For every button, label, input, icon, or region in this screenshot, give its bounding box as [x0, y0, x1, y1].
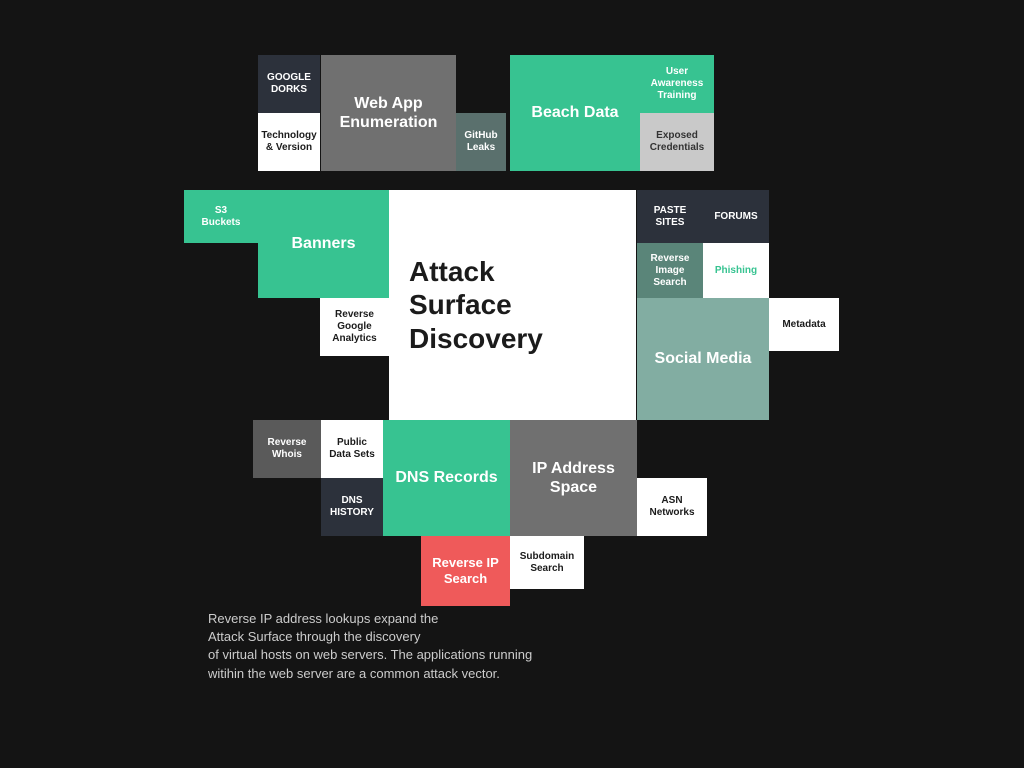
tile-ip-address-space: IP AddressSpace: [510, 420, 637, 536]
tile-google-dorks: GOOGLEDORKS: [258, 55, 320, 113]
tile-dns-records: DNS Records: [383, 420, 510, 536]
tile-label: GOOGLEDORKS: [267, 72, 311, 96]
tile-web-app-enumeration: Web AppEnumeration: [321, 55, 456, 171]
diagram-caption: Reverse IP address lookups expand theAtt…: [208, 610, 618, 683]
tile-social-media: Social Media: [637, 298, 769, 420]
tile-label: IP AddressSpace: [532, 459, 615, 497]
tile-dns-history: DNSHISTORY: [321, 478, 383, 536]
tile-asn-networks: ASNNetworks: [637, 478, 707, 536]
tile-s3-buckets: S3Buckets: [184, 190, 258, 243]
tile-banners: Banners: [258, 190, 389, 298]
tile-label: Metadata: [782, 319, 825, 331]
tile-label: Reverse IPSearch: [432, 555, 499, 586]
tile-label: Web AppEnumeration: [340, 94, 438, 132]
tile-paste-sites: PASTESITES: [637, 190, 703, 243]
tile-label: ExposedCredentials: [650, 130, 704, 154]
tile-label: GitHubLeaks: [464, 130, 497, 154]
tile-label: ReverseGoogleAnalytics: [332, 309, 376, 345]
tile-label: Technology& Version: [261, 130, 316, 154]
tile-label: SubdomainSearch: [520, 551, 574, 575]
tile-label: PublicData Sets: [329, 437, 375, 461]
tile-label: Beach Data: [531, 103, 618, 122]
tile-reverse-whois: ReverseWhois: [253, 420, 321, 478]
tile-subdomain-search: SubdomainSearch: [510, 536, 584, 589]
tile-reverse-google-analytics: ReverseGoogleAnalytics: [320, 298, 389, 356]
tile-label: Banners: [291, 234, 355, 253]
tile-metadata: Metadata: [769, 298, 839, 351]
tile-reverse-ip-search: Reverse IPSearch: [421, 536, 510, 606]
tile-beach-data: Beach Data: [510, 55, 640, 171]
tile-label: ASNNetworks: [649, 495, 694, 519]
tile-public-data-sets: PublicData Sets: [321, 420, 383, 478]
tile-label: AttackSurfaceDiscovery: [409, 255, 543, 356]
tile-user-awareness-training: UserAwarenessTraining: [640, 55, 714, 113]
tile-reverse-image-search: ReverseImageSearch: [637, 243, 703, 298]
tile-label: Phishing: [715, 265, 757, 277]
tile-label: DNSHISTORY: [330, 495, 374, 519]
tile-attack-surface-discovery: AttackSurfaceDiscovery: [389, 190, 636, 420]
tile-forums: FORUMS: [703, 190, 769, 243]
tile-github-leaks: GitHubLeaks: [456, 113, 506, 171]
tile-label: Social Media: [655, 349, 752, 368]
tile-exposed-credentials: ExposedCredentials: [640, 113, 714, 171]
tile-label: DNS Records: [395, 468, 497, 487]
tile-label: PASTESITES: [654, 205, 687, 229]
tile-label: ReverseImageSearch: [651, 253, 690, 289]
tile-label: ReverseWhois: [268, 437, 307, 461]
tile-label: FORUMS: [714, 211, 757, 223]
tile-phishing: Phishing: [703, 243, 769, 298]
tile-label: S3Buckets: [202, 205, 241, 229]
tile-label: UserAwarenessTraining: [651, 66, 704, 102]
tile-technology-version: Technology& Version: [258, 113, 320, 171]
